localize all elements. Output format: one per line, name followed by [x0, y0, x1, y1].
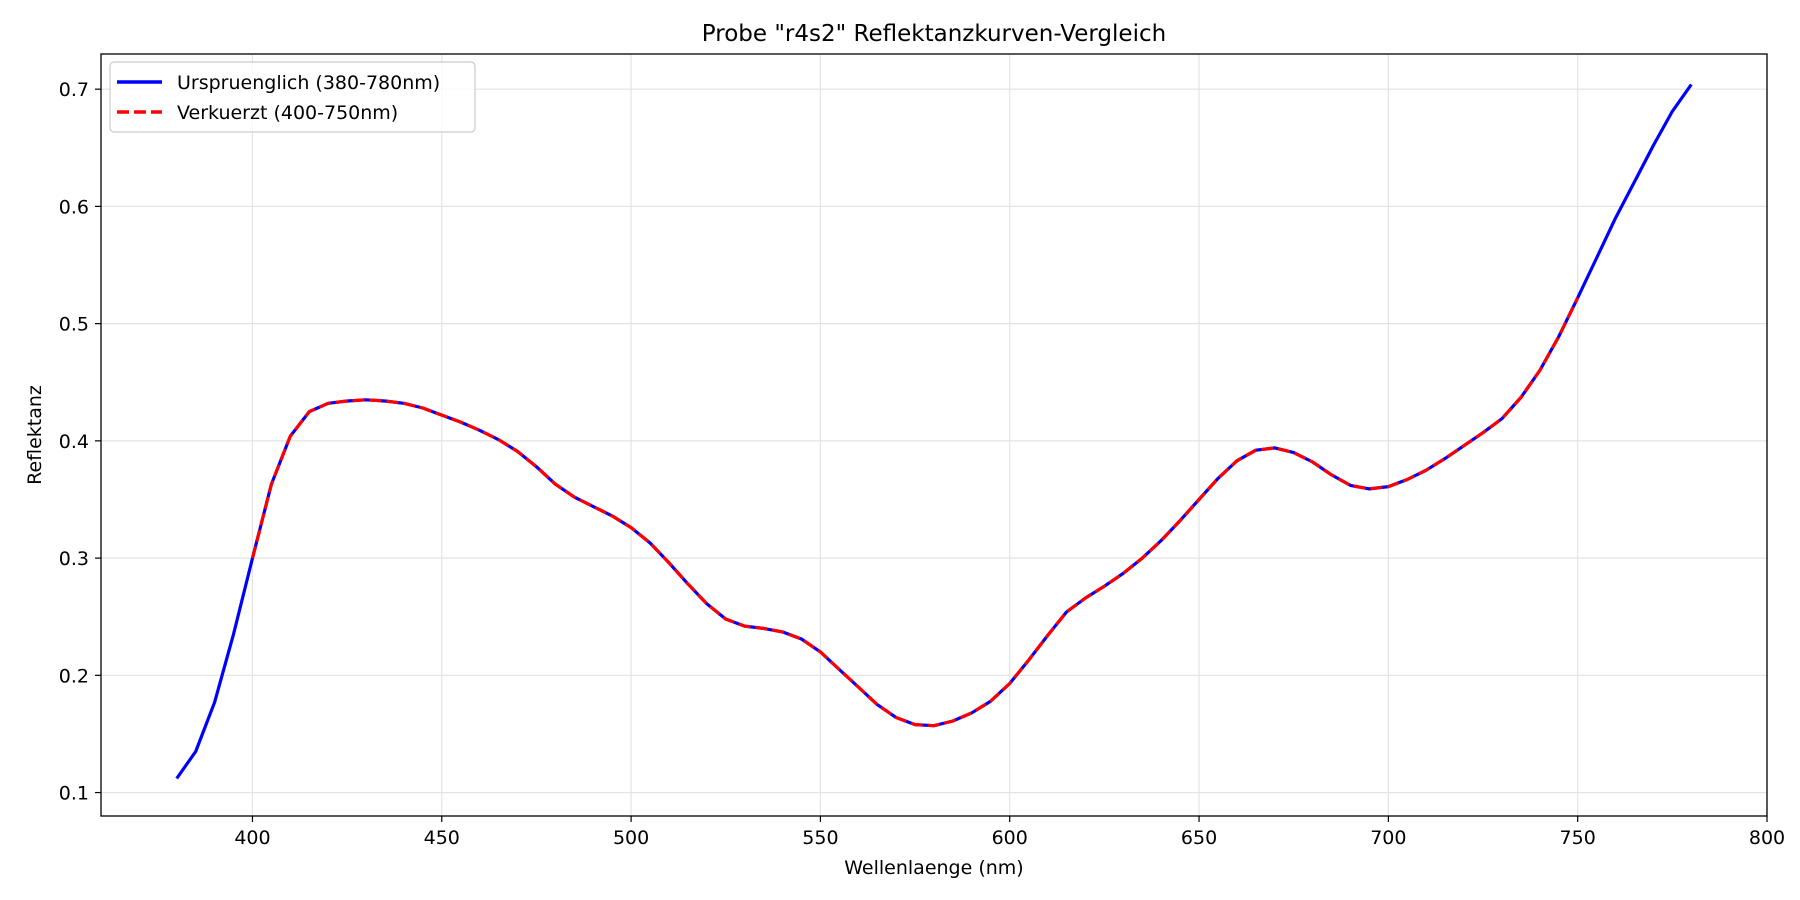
y-tick-label: 0.6 — [59, 196, 89, 218]
plot-frame — [100, 53, 1768, 817]
chart-title: Probe "r4s2" Reflektanzkurven-Vergleich — [702, 21, 1166, 47]
y-tick-label: 0.3 — [59, 548, 89, 570]
x-tick-label: 800 — [1749, 827, 1785, 849]
legend-label-original: Urspruenglich (380-780nm) — [177, 72, 440, 94]
x-tick-label: 600 — [992, 827, 1028, 849]
x-tick-label: 500 — [613, 827, 649, 849]
x-axis-label: Wellenlaenge (nm) — [844, 857, 1023, 879]
x-tick-label: 550 — [802, 827, 838, 849]
y-axis-label: Reflektanz — [24, 385, 46, 485]
series-layer — [175, 83, 1693, 780]
y-tick-label: 0.5 — [59, 314, 89, 336]
y-tick-label: 0.4 — [59, 431, 89, 453]
y-tick-label: 0.7 — [59, 79, 89, 101]
legend-box — [109, 61, 476, 133]
x-tick-label: 450 — [424, 827, 460, 849]
legend: Urspruenglich (380-780nm) Verkuerzt (400… — [109, 61, 476, 133]
x-tick-label: 700 — [1370, 827, 1406, 849]
grid — [101, 54, 1768, 816]
y-axis-ticks: 0.1 0.2 0.3 0.4 0.5 0.6 0.7 — [59, 79, 101, 805]
x-tick-label: 650 — [1181, 827, 1217, 849]
x-tick-label: 400 — [234, 827, 270, 849]
y-tick-label: 0.2 — [59, 665, 89, 687]
series-line-shortened — [250, 297, 1580, 728]
x-axis-ticks: 400 450 500 550 600 650 700 750 800 — [234, 816, 1785, 849]
x-tick-label: 750 — [1560, 827, 1596, 849]
y-tick-label: 0.1 — [59, 783, 89, 805]
legend-label-shortened: Verkuerzt (400-750nm) — [177, 102, 398, 124]
